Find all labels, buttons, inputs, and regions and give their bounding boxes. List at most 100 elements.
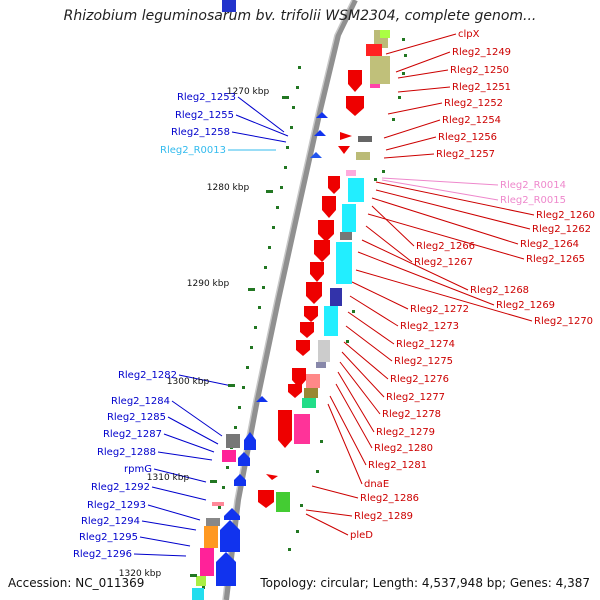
gene-label[interactable]: Rleg2_1250 <box>450 65 509 76</box>
gene-label[interactable]: Rleg2_1273 <box>400 321 459 332</box>
gene-arrow[interactable] <box>314 130 326 136</box>
gene-label[interactable]: Rleg2_1270 <box>534 316 593 327</box>
gene-arrow[interactable] <box>278 410 292 448</box>
gene-arrow[interactable] <box>220 520 240 552</box>
gene-label[interactable]: clpX <box>458 29 480 40</box>
gene-arrow[interactable] <box>300 322 314 338</box>
gene-arrow[interactable] <box>288 384 302 398</box>
gene-label[interactable]: Rleg2_R0014 <box>500 180 566 191</box>
gene-block[interactable] <box>348 178 364 202</box>
gene-label[interactable]: Rleg2_R0015 <box>500 195 566 206</box>
gene-label[interactable]: dnaE <box>364 479 389 490</box>
gene-label[interactable]: Rleg2_1296 <box>73 549 132 560</box>
gene-label[interactable]: Rleg2_1258 <box>171 127 230 138</box>
gene-label[interactable]: Rleg2_1268 <box>470 285 529 296</box>
gene-label[interactable]: Rleg2_1272 <box>410 304 469 315</box>
gene-arrow[interactable] <box>256 396 268 402</box>
gene-label[interactable]: Rleg2_1252 <box>444 98 503 109</box>
gene-label[interactable]: Rleg2_1277 <box>386 392 445 403</box>
gene-block[interactable] <box>318 340 330 362</box>
gene-label[interactable]: Rleg2_1294 <box>81 516 140 527</box>
gene-arrow[interactable] <box>266 474 278 480</box>
gene-label[interactable]: Rleg2_1264 <box>520 239 579 250</box>
gene-label[interactable]: Rleg2_1253 <box>177 92 236 103</box>
gene-arrow[interactable] <box>244 432 256 450</box>
gene-label[interactable]: Rleg2_1274 <box>396 339 455 350</box>
gene-label[interactable]: Rleg2_1275 <box>394 356 453 367</box>
gene-label[interactable]: Rleg2_1262 <box>532 224 591 235</box>
gene-label[interactable]: Rleg2_1284 <box>111 396 170 407</box>
gene-arrow[interactable] <box>292 368 306 388</box>
gene-block[interactable] <box>212 502 224 506</box>
gene-label[interactable]: Rleg2_1254 <box>442 115 501 126</box>
gene-label[interactable]: Rleg2_1267 <box>414 257 473 268</box>
gene-block[interactable] <box>206 518 220 526</box>
gene-block[interactable] <box>370 84 380 88</box>
gene-block[interactable] <box>196 576 206 586</box>
gene-block[interactable] <box>380 30 390 38</box>
gene-block[interactable] <box>276 492 290 512</box>
gene-label[interactable]: Rleg2_1249 <box>452 47 511 58</box>
gene-label[interactable]: Rleg2_R0013 <box>160 145 226 156</box>
gene-arrow[interactable] <box>306 282 322 304</box>
gene-block[interactable] <box>304 388 318 398</box>
gene-block[interactable] <box>340 232 352 240</box>
gene-block[interactable] <box>324 306 338 336</box>
gene-block[interactable] <box>330 288 342 306</box>
gene-label[interactable]: Rleg2_1279 <box>376 427 435 438</box>
gene-label[interactable]: Rleg2_1280 <box>374 443 433 454</box>
gene-label[interactable]: Rleg2_1266 <box>416 241 475 252</box>
gene-arrow[interactable] <box>348 70 362 92</box>
gene-arrow[interactable] <box>238 452 250 466</box>
gene-arrow[interactable] <box>316 112 328 118</box>
gene-arrow[interactable] <box>338 146 350 154</box>
gene-arrow[interactable] <box>310 262 324 282</box>
gene-arrow[interactable] <box>224 508 240 520</box>
gene-block[interactable] <box>222 450 236 462</box>
gene-label[interactable]: Rleg2_1255 <box>175 110 234 121</box>
gene-block[interactable] <box>366 44 382 56</box>
gene-label[interactable]: Rleg2_1285 <box>107 412 166 423</box>
gene-block[interactable] <box>342 204 356 232</box>
gene-label[interactable]: Rleg2_1257 <box>436 149 495 160</box>
gene-label[interactable]: Rleg2_1282 <box>118 370 177 381</box>
gene-block[interactable] <box>356 152 370 160</box>
gene-label[interactable]: Rleg2_1251 <box>452 82 511 93</box>
gene-label[interactable]: Rleg2_1260 <box>536 210 595 221</box>
gene-label[interactable]: Rleg2_1293 <box>87 500 146 511</box>
gene-block[interactable] <box>358 136 372 142</box>
gene-block[interactable] <box>306 374 320 388</box>
gene-label[interactable]: Rleg2_1269 <box>496 300 555 311</box>
gene-block[interactable] <box>204 526 218 548</box>
gene-block[interactable] <box>370 56 390 84</box>
gene-label[interactable]: Rleg2_1278 <box>382 409 441 420</box>
gene-block[interactable] <box>316 362 326 368</box>
gene-block[interactable] <box>200 548 214 576</box>
gene-arrow[interactable] <box>346 96 364 116</box>
gene-arrow[interactable] <box>314 240 330 262</box>
gene-label[interactable]: Rleg2_1287 <box>103 429 162 440</box>
gene-block[interactable] <box>192 588 204 600</box>
gene-arrow[interactable] <box>318 220 334 242</box>
gene-arrow[interactable] <box>328 176 340 194</box>
gene-block[interactable] <box>302 398 316 408</box>
gene-arrow[interactable] <box>258 490 274 508</box>
gene-label[interactable]: Rleg2_1286 <box>360 493 419 504</box>
gene-block[interactable] <box>222 0 236 12</box>
gene-block[interactable] <box>294 414 310 444</box>
gene-label[interactable]: Rleg2_1295 <box>79 532 138 543</box>
gene-block[interactable] <box>336 242 352 284</box>
gene-label[interactable]: Rleg2_1256 <box>438 132 497 143</box>
gene-arrow[interactable] <box>234 474 246 486</box>
gene-arrow[interactable] <box>304 306 318 322</box>
gene-block[interactable] <box>226 434 240 448</box>
gene-arrow[interactable] <box>322 196 336 218</box>
gene-label[interactable]: Rleg2_1276 <box>390 374 449 385</box>
gene-label[interactable]: Rleg2_1289 <box>354 511 413 522</box>
gene-label[interactable]: Rleg2_1265 <box>526 254 585 265</box>
gene-arrow[interactable] <box>216 552 236 586</box>
gene-block[interactable] <box>346 170 356 176</box>
gene-arrow[interactable] <box>296 340 310 356</box>
gene-arrow[interactable] <box>310 152 322 158</box>
gene-label[interactable]: Rleg2_1292 <box>91 482 150 493</box>
